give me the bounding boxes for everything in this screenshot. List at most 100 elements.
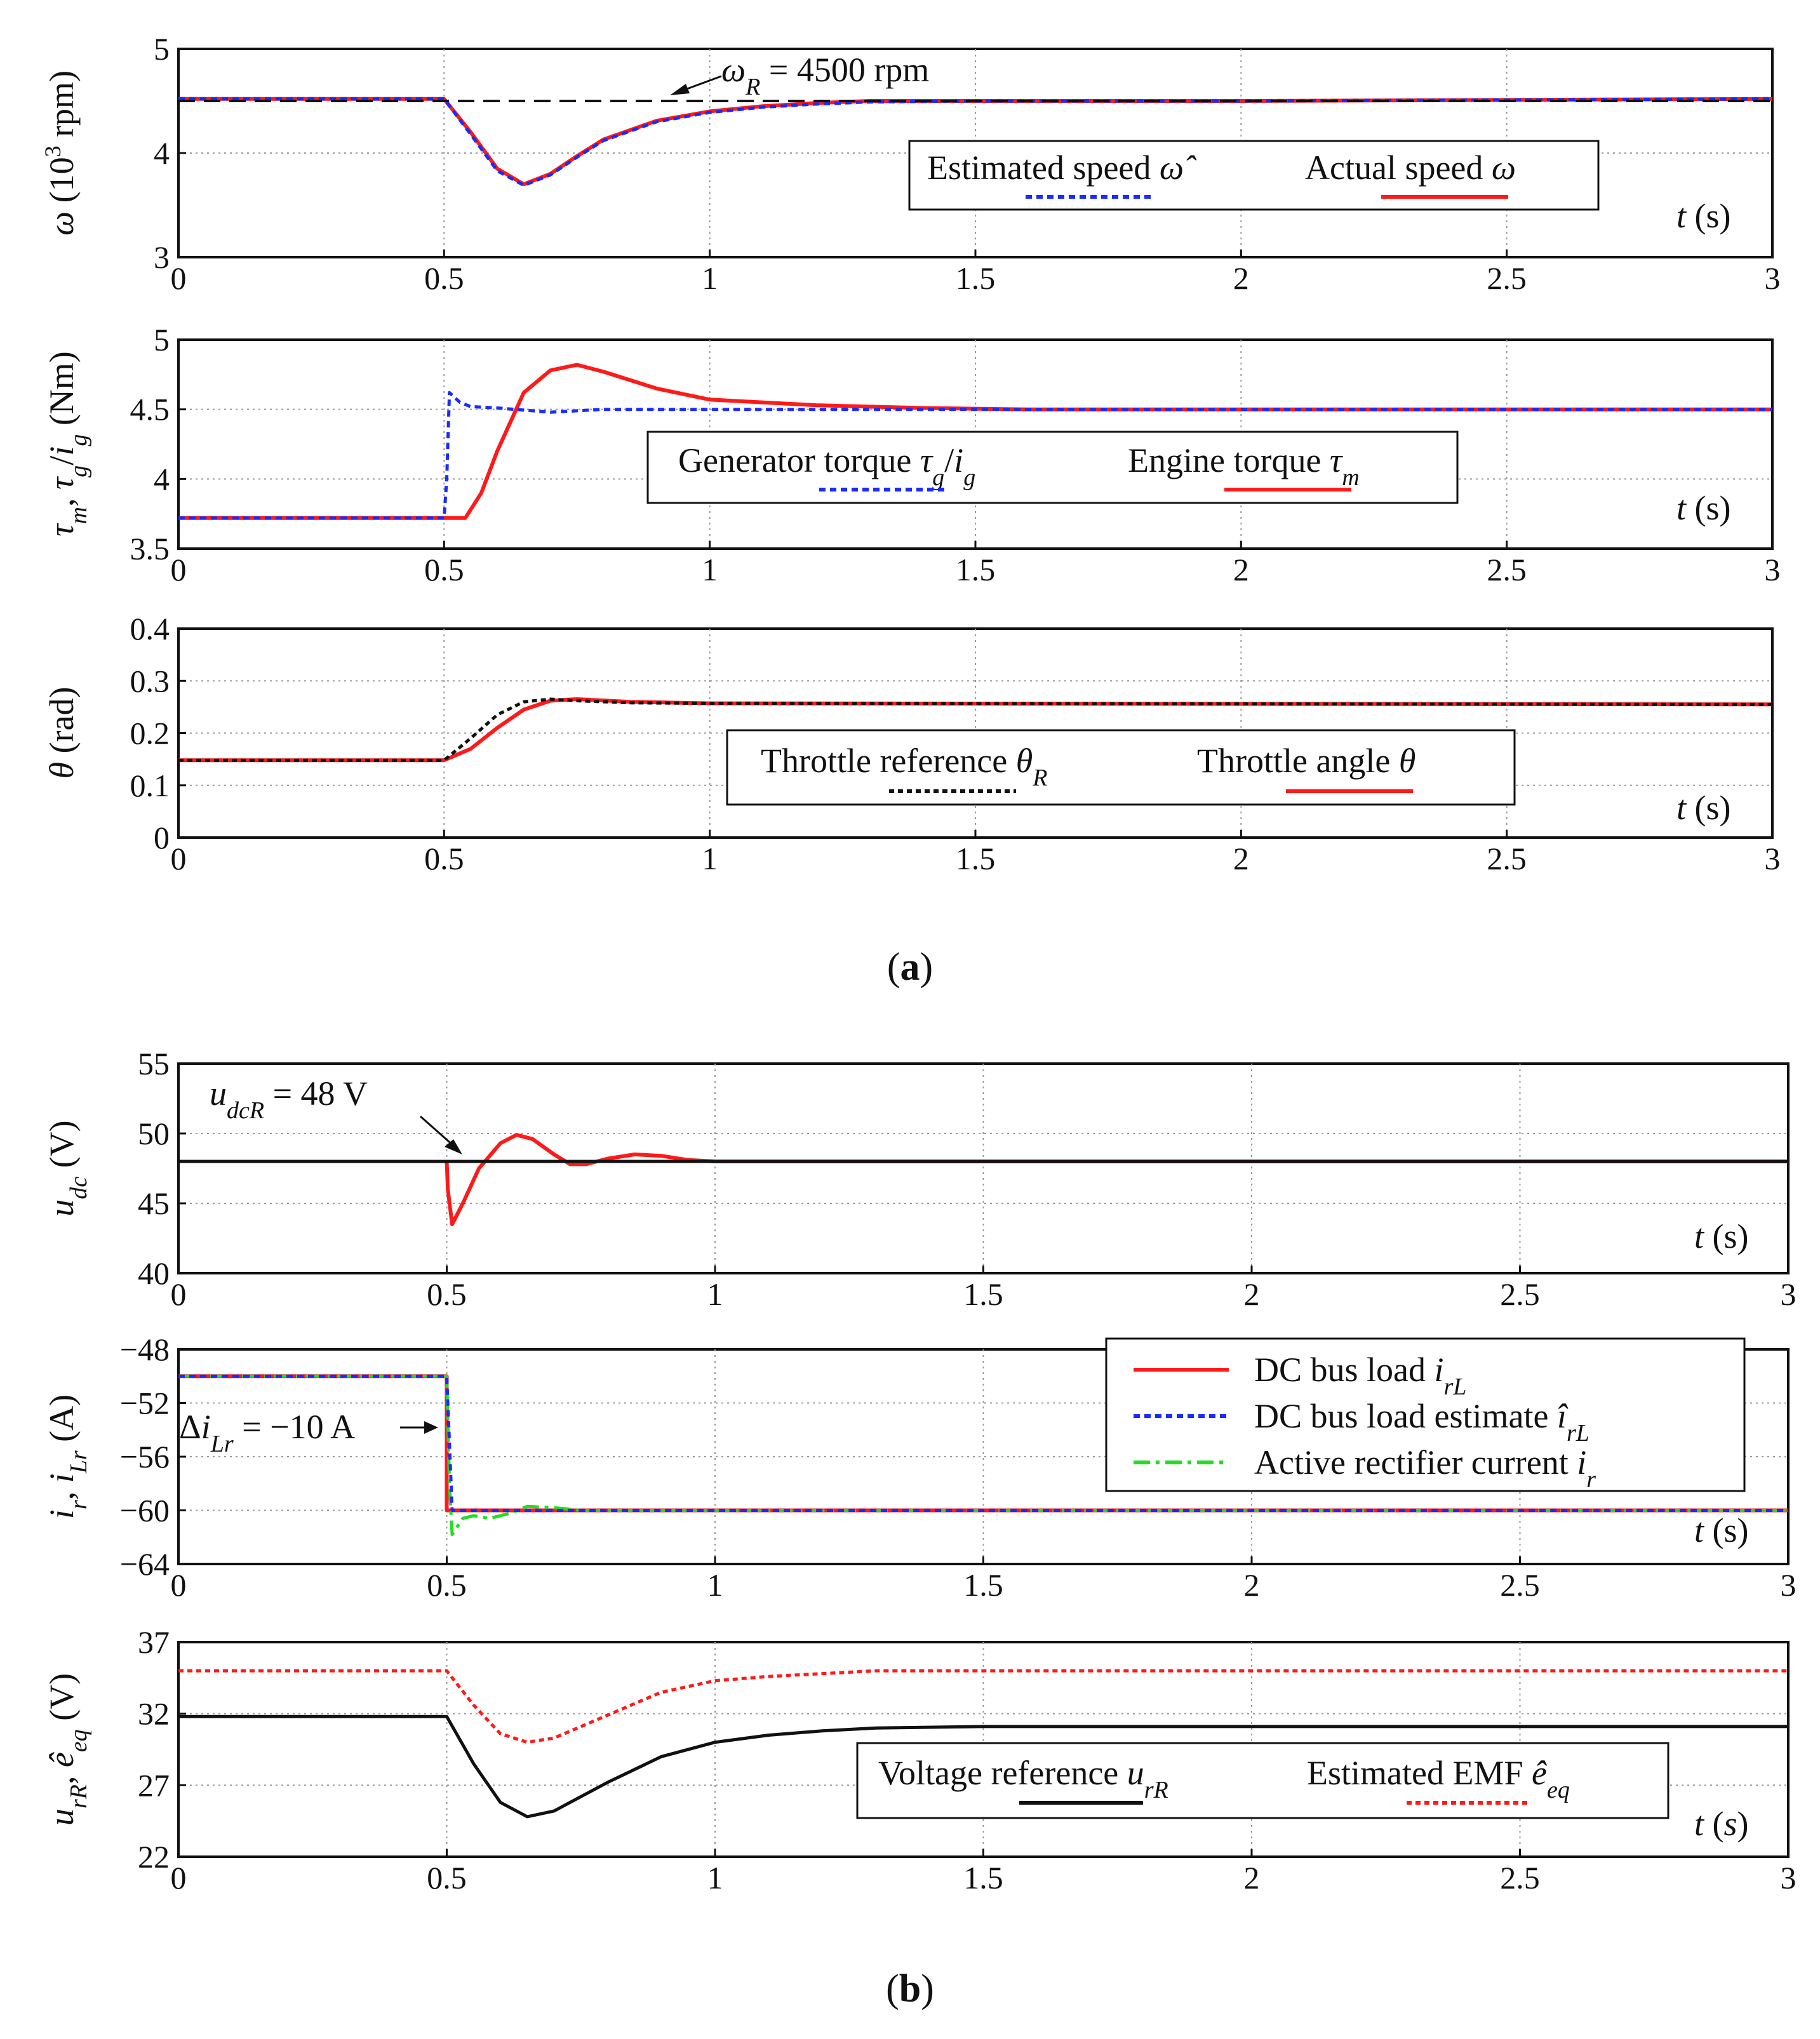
throttle-y-tick-label: 0.2 [130,716,170,751]
currents-annotation-arrow-head [424,1421,438,1434]
voltage-y-tick-label: 22 [138,1839,170,1875]
speed-annotation-text: ωR = 4500 rpm [721,51,929,100]
voltage-y-ticks: 22 27 32 37 [138,1624,186,1875]
speed-y-ticks: 3 4 5 [154,31,186,275]
speed-x-tick-label: 2 [1233,260,1249,296]
udc-panel: 0 0.5 1 1.5 2 2.5 3 40 45 50 55 udc (V) udcR = 48… [43,1046,1797,1312]
udc-y-tick-label: 45 [138,1186,170,1221]
throttle-x-tick-label: 0.5 [424,841,464,876]
currents-series-1 [178,1374,1788,1512]
speed-reference-annotation: ωR = 4500 rpm [670,51,929,100]
currents-x-axis-label: t (s) [1694,1511,1749,1549]
speed-annotation-arrow-head [670,84,690,95]
currents-panel: 0 0.5 1 1.5 2 2.5 3 −64 −60 −56 −52 −48 ir, iLr (A… [43,1332,1797,1603]
throttle-y-tick-label: 0 [154,820,170,855]
torque-series-1 [178,363,1772,520]
currents-annotation-text: ΔiLr = −10 A [179,1408,355,1457]
speed-legend-actual: Actual speed ω [1305,149,1516,187]
throttle-y-ticks: 0 0.1 0.2 0.3 0.4 [130,611,186,855]
speed-x-tick-label: 2.5 [1487,260,1527,296]
udc-annotation-arrow-head [445,1139,462,1154]
voltage-series-0 [178,1715,1788,1819]
throttle-y-tick-label: 0.4 [130,611,170,646]
udc-annotation-arrow [420,1115,455,1147]
currents-x-ticks: 0 0.5 1 1.5 2 2.5 3 [171,1556,1797,1603]
udc-reference-annotation: udcR = 48 V [210,1074,462,1154]
voltage-x-tick-label: 1.5 [963,1860,1003,1895]
udc-y-axis-label: udc (V) [43,1120,92,1216]
udc-x-tick-label: 1 [707,1276,723,1312]
torque-series [178,363,1772,520]
torque-series-0 [178,391,1772,520]
torque-x-tick-label: 0.5 [424,552,464,587]
torque-x-axis-label: t (s) [1676,489,1731,527]
throttle-y-tick-label: 0.3 [130,663,170,699]
udc-x-tick-label: 2.5 [1500,1276,1540,1312]
speed-y-axis-label: ω (103 rpm) [40,70,81,236]
udc-series [178,1133,1788,1226]
speed-x-tick-label: 3 [1765,260,1781,296]
speed-x-axis-label: t (s) [1676,197,1731,235]
currents-y-tick-label: −64 [120,1546,170,1582]
currents-x-tick-label: 3 [1781,1567,1797,1603]
currents-y-tick-label: −48 [120,1332,170,1367]
udc-x-axis-label: t (s) [1694,1217,1749,1255]
voltage-legend-box [856,1742,1669,1819]
throttle-x-tick-label: 3 [1765,841,1781,876]
torque-x-tick-label: 2 [1233,552,1249,587]
throttle-series [178,697,1773,763]
caption-a: (a) [887,946,933,989]
speed-legend: Estimated speed ω̂ Actual speed ω [908,140,1600,211]
throttle-x-tick-label: 1 [702,841,718,876]
udc-grid [178,1064,1788,1273]
throttle-x-tick-label: 2.5 [1487,841,1527,876]
torque-y-axis-label: τm, τg/ig (Nm) [43,351,92,537]
torque-x-ticks: 0 0.5 1 1.5 2 2.5 3 [171,541,1781,587]
voltage-legend: Voltage reference urR Estimated EMF êeq [856,1742,1669,1819]
currents-y-tick-label: −52 [120,1386,170,1421]
currents-x-tick-label: 1.5 [963,1567,1003,1603]
speed-y-tick-label: 3 [154,239,170,275]
currents-y-tick-label: −56 [120,1439,170,1474]
voltage-x-tick-label: 0 [171,1860,187,1895]
voltage-y-tick-label: 37 [138,1624,170,1660]
torque-panel: 0 0.5 1 1.5 2 2.5 3 3.5 4 4.5 5 τm, τg/ig (Nm) Ge… [43,322,1781,587]
voltage-y-tick-label: 27 [138,1767,170,1803]
udc-x-tick-label: 0 [171,1276,187,1312]
torque-x-tick-label: 2.5 [1487,552,1527,587]
voltage-y-axis-label: urR, êeq (V) [43,1673,92,1826]
currents-x-tick-label: 0 [171,1567,187,1603]
speed-x-tick-label: 1.5 [956,260,996,296]
torque-legend: Generator torque τg/ig Engine torque τm [646,431,1459,504]
torque-y-tick-label: 4.5 [130,392,170,427]
throttle-x-tick-label: 1.5 [956,841,996,876]
currents-x-tick-label: 1 [707,1567,723,1603]
currents-x-tick-label: 2.5 [1500,1567,1540,1603]
throttle-series-0 [178,697,1773,762]
torque-y-tick-label: 3.5 [130,531,170,566]
udc-y-tick-label: 55 [138,1046,170,1081]
torque-x-tick-label: 1.5 [956,552,996,587]
speed-x-tick-label: 1 [702,260,718,296]
caption-b: (b) [886,1967,934,2010]
torque-x-tick-label: 1 [702,552,718,587]
throttle-panel: 0 0.5 1 1.5 2 2.5 3 0 0.1 0.2 0.3 0.4 θ (rad) Thro… [43,611,1781,876]
udc-x-tick-label: 1.5 [963,1276,1003,1312]
voltage-panel: 0 0.5 1 1.5 2 2.5 3 22 27 32 37 urR, êeq (V) Volt… [43,1624,1797,1895]
voltage-x-tick-label: 3 [1781,1860,1797,1895]
udc-y-ticks: 40 45 50 55 [138,1046,186,1291]
currents-series [178,1374,1788,1536]
currents-x-tick-label: 2 [1244,1567,1260,1603]
voltage-x-tick-label: 2 [1244,1860,1260,1895]
currents-step-annotation: ΔiLr = −10 A [179,1408,438,1457]
voltage-x-axis-label: t (s) [1694,1805,1749,1843]
currents-legend: DC bus load irL DC bus load estimate îrL… [1105,1337,1746,1493]
currents-y-ticks: −64 −60 −56 −52 −48 [120,1332,186,1582]
speed-series [178,97,1773,187]
throttle-y-tick-label: 0.1 [130,768,170,803]
speed-x-tick-label: 0.5 [424,260,464,296]
currents-x-tick-label: 0.5 [427,1567,467,1603]
voltage-grid [178,1642,1788,1857]
currents-y-tick-label: −60 [120,1493,170,1528]
voltage-series-1 [178,1669,1788,1744]
